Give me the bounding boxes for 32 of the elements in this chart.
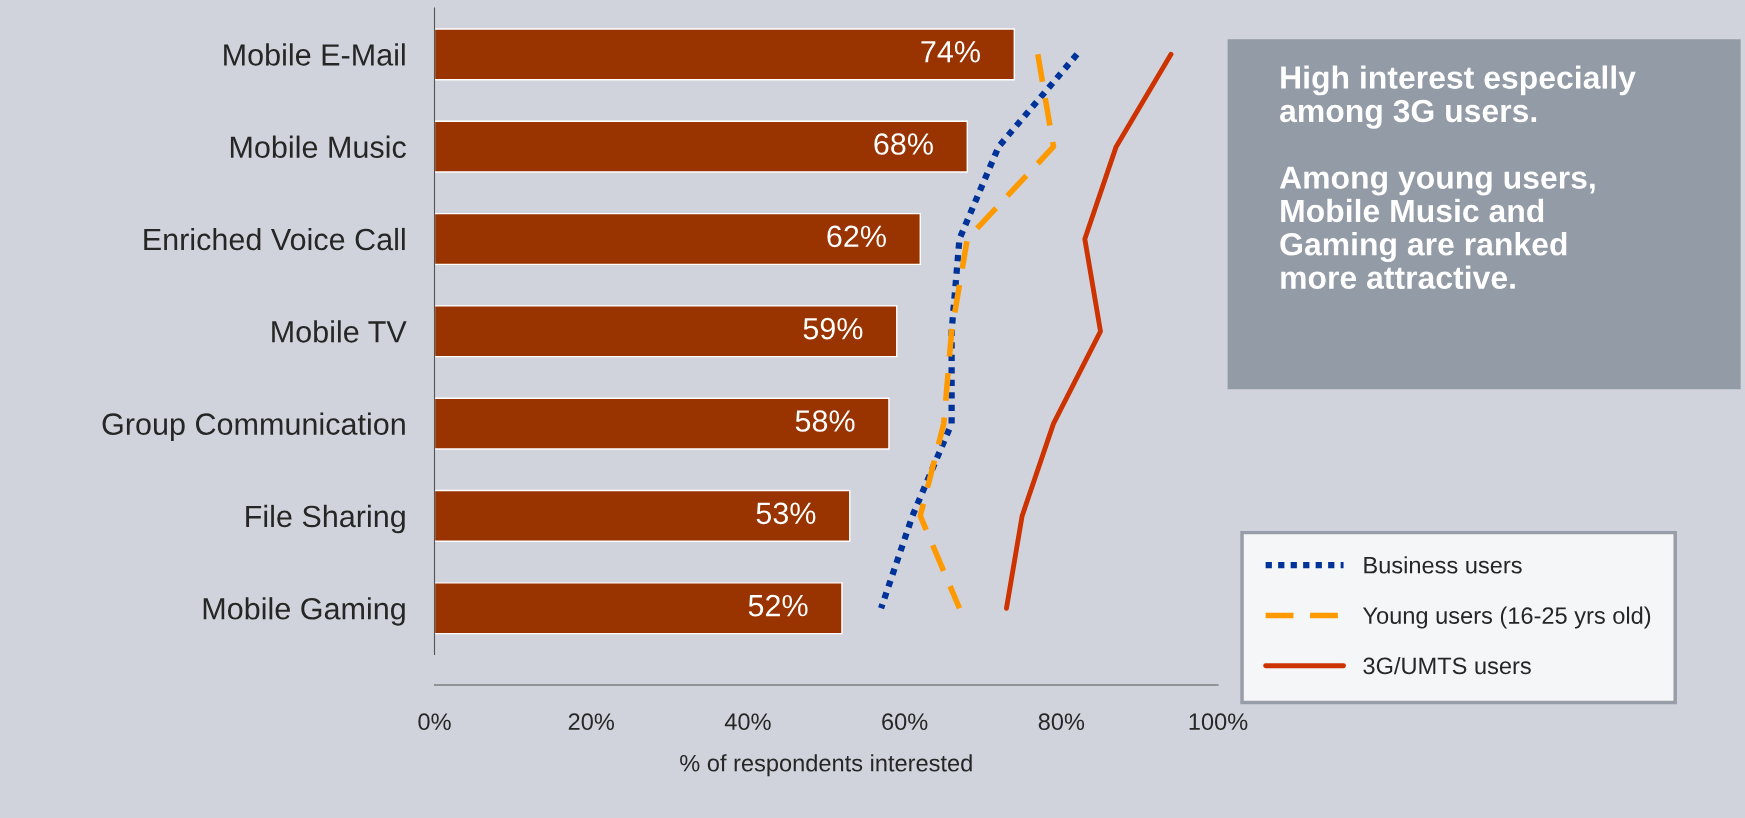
bar bbox=[434, 397, 890, 450]
x-tick-label: 80% bbox=[1038, 713, 1085, 731]
bar bbox=[434, 212, 921, 266]
data-label: 74% bbox=[921, 41, 980, 63]
legend-label: Business users bbox=[1364, 556, 1522, 574]
bar bbox=[434, 28, 1015, 81]
data-label: 53% bbox=[756, 502, 816, 525]
data-label: 58% bbox=[795, 410, 855, 432]
legend-label: 3G/UMTS users bbox=[1363, 656, 1531, 675]
y-tick-label: Mobile TV bbox=[272, 320, 407, 343]
y-tick-label: File Sharing bbox=[246, 504, 405, 534]
bar bbox=[434, 120, 968, 173]
x-tick-label: 20% bbox=[568, 713, 614, 731]
text: High interest especially among 3G users. Among young users, Mobile Music and Gaming are ranked more attractive. bbox=[1279, 65, 1636, 289]
bar bbox=[434, 305, 898, 358]
bar bbox=[434, 489, 851, 543]
y-tick-label: Group Communication bbox=[102, 412, 405, 442]
x-tick-label: 40% bbox=[724, 713, 771, 731]
x-tick-label: 60% bbox=[882, 713, 928, 731]
data-label: 52% bbox=[748, 594, 808, 617]
x-axis-title: % of respondents interested bbox=[680, 754, 972, 777]
y-tick-label: Enriched Voice Call bbox=[144, 227, 405, 251]
x-tick-label: 0% bbox=[418, 713, 451, 731]
data-label: 59% bbox=[803, 317, 863, 340]
y-tick-label: Mobile E-Mail bbox=[224, 43, 405, 66]
bar bbox=[434, 582, 843, 635]
y-tick-label: Mobile Music bbox=[230, 135, 406, 159]
x-tick-label: 100% bbox=[1189, 713, 1248, 731]
legend-label: Young users (16-25 yrs old) bbox=[1362, 606, 1651, 629]
y-tick-label: Mobile Gaming bbox=[203, 597, 405, 626]
data-label: 62% bbox=[827, 225, 886, 248]
data-label: 68% bbox=[874, 133, 933, 155]
